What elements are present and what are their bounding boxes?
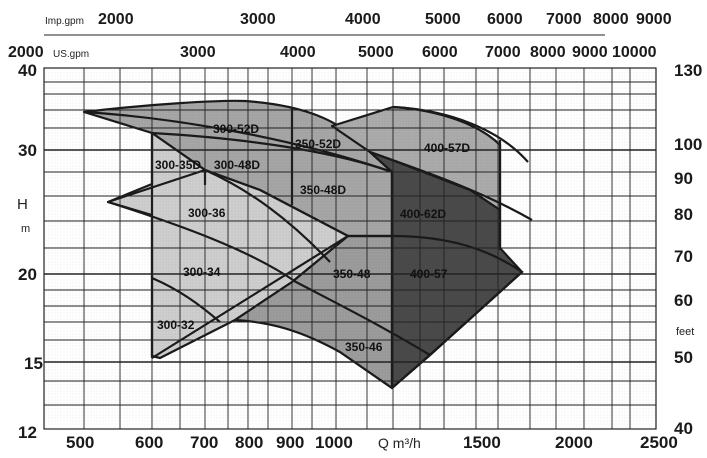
svg-text:350-46: 350-46 [345,340,383,354]
svg-text:40: 40 [674,419,693,438]
svg-text:2000: 2000 [8,44,44,61]
h-label: H [17,196,28,213]
svg-text:2000: 2000 [98,11,134,28]
us-gpm-ticks: 2000 3000 4000 5000 6000 7000 8000 9000 … [8,44,657,61]
svg-text:300-35D: 300-35D [155,158,201,172]
us-gpm-label: US.gpm [53,49,89,60]
svg-text:20: 20 [18,265,37,284]
svg-text:8000: 8000 [593,11,629,28]
m-label: m [21,223,30,235]
svg-text:300-32: 300-32 [157,318,195,332]
svg-text:1500: 1500 [463,433,501,452]
svg-text:50: 50 [674,348,693,367]
svg-text:5000: 5000 [358,44,394,61]
svg-text:400-57: 400-57 [410,267,448,281]
q-axis-label: Q m³/h [378,435,421,451]
y-axis-left: 40 30 20 15 12 [18,61,43,442]
svg-text:12: 12 [18,423,37,442]
y-axis-right: 130 100 90 80 70 60 50 40 [674,61,702,438]
svg-text:300-48D: 300-48D [214,158,260,172]
svg-text:7000: 7000 [546,11,582,28]
svg-text:350-52D: 350-52D [295,137,341,151]
svg-text:5000: 5000 [425,11,461,28]
svg-text:300-52D: 300-52D [213,122,259,136]
svg-text:30: 30 [18,141,37,160]
imp-gpm-ticks: 2000 3000 4000 5000 6000 7000 8000 9000 [98,11,672,28]
svg-text:400-62D: 400-62D [400,207,446,221]
svg-text:130: 130 [674,61,702,80]
svg-text:4000: 4000 [345,11,381,28]
svg-text:8000: 8000 [530,44,566,61]
svg-text:15: 15 [24,354,43,373]
svg-text:9000: 9000 [572,44,608,61]
svg-text:500: 500 [66,433,94,452]
svg-text:4000: 4000 [280,44,316,61]
svg-text:700: 700 [190,433,218,452]
svg-text:9000: 9000 [636,11,672,28]
svg-text:300-36: 300-36 [188,206,226,220]
svg-text:80: 80 [674,205,693,224]
svg-text:2500: 2500 [640,433,678,452]
svg-text:350-48D: 350-48D [300,183,346,197]
svg-text:90: 90 [674,169,693,188]
region-labels: 300-52D 350-52D 400-57D 300-35D 300-48D … [155,122,470,354]
grid [44,68,656,429]
svg-text:70: 70 [674,247,693,266]
svg-text:100: 100 [674,135,702,154]
svg-text:10000: 10000 [612,44,657,61]
svg-text:300-34: 300-34 [183,265,221,279]
feet-label: feet [676,326,694,338]
imp-gpm-label: Imp.gpm [45,16,84,27]
svg-text:600: 600 [135,433,163,452]
svg-text:800: 800 [235,433,263,452]
svg-text:60: 60 [674,291,693,310]
svg-text:6000: 6000 [422,44,458,61]
svg-text:7000: 7000 [485,44,521,61]
svg-text:6000: 6000 [487,11,523,28]
svg-text:350-48: 350-48 [333,267,371,281]
svg-text:900: 900 [276,433,304,452]
svg-text:3000: 3000 [240,11,276,28]
svg-text:1000: 1000 [315,433,353,452]
x-axis: 500 600 700 800 900 1000 1500 2000 2500 [66,433,678,452]
svg-text:2000: 2000 [555,433,593,452]
svg-text:400-57D: 400-57D [424,141,470,155]
svg-text:40: 40 [18,61,37,80]
svg-text:3000: 3000 [180,44,216,61]
